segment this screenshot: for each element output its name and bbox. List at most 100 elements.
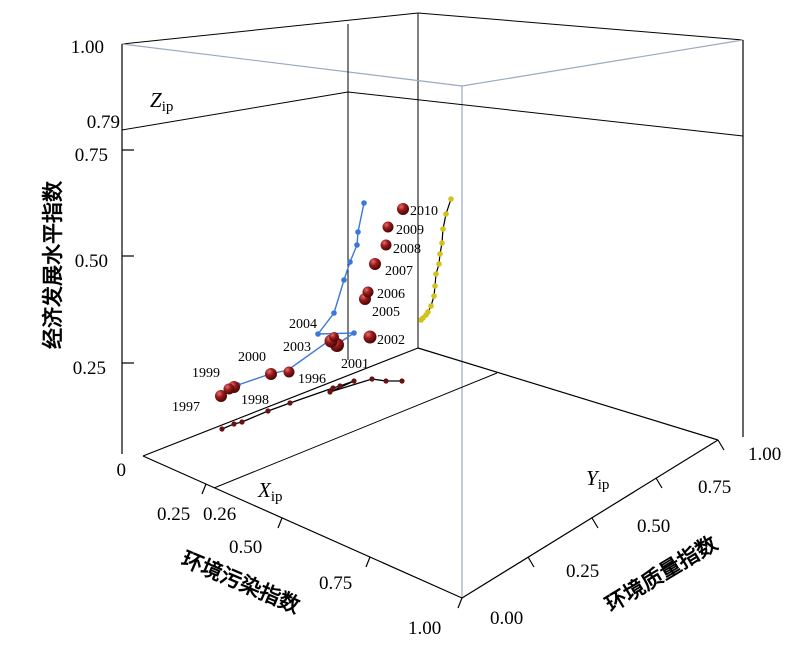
series-main-points bbox=[215, 203, 409, 402]
data-point bbox=[347, 259, 353, 265]
box-edge-top-back-right bbox=[417, 12, 744, 41]
year-label: 2006 bbox=[377, 287, 405, 302]
year-labels: 1996 1997 1998 1999 2000 2001 2002 2003 … bbox=[172, 204, 438, 415]
z-variable-label: Zip bbox=[150, 88, 173, 115]
year-label: 1999 bbox=[192, 366, 220, 381]
y-tick-label: 0.00 bbox=[490, 608, 523, 629]
x-variable-label: Xip bbox=[257, 478, 283, 505]
box-edge-top-front-right bbox=[461, 39, 744, 87]
data-point-2009 bbox=[382, 221, 394, 233]
data-point bbox=[439, 240, 445, 246]
floor-back-left-edge bbox=[142, 347, 419, 457]
y-variable-label: Yip bbox=[586, 466, 609, 493]
data-point-1997 bbox=[215, 390, 227, 402]
data-point bbox=[399, 378, 405, 384]
y-variable-name: Y bbox=[586, 466, 600, 490]
z-variable-name: Z bbox=[150, 88, 162, 112]
y-tick-mark bbox=[655, 477, 663, 489]
year-label: 1998 bbox=[241, 393, 269, 408]
year-label: 2008 bbox=[393, 242, 421, 257]
x-tick-mark bbox=[201, 483, 207, 495]
z-axis-title: 经济发展水平指数 bbox=[41, 180, 65, 349]
data-point bbox=[361, 200, 367, 206]
x-tick-mark bbox=[277, 517, 283, 529]
data-point bbox=[433, 271, 439, 277]
y-variable-subscript: ip bbox=[598, 477, 610, 493]
year-label: 2010 bbox=[410, 204, 438, 219]
data-point bbox=[354, 242, 360, 248]
data-point-2010 bbox=[397, 203, 409, 215]
y-tick-labels: 0.00 0.25 0.50 0.75 1.00 bbox=[490, 444, 781, 629]
z-marker-line-left bbox=[121, 91, 349, 131]
data-point bbox=[287, 400, 293, 406]
data-point bbox=[351, 330, 357, 336]
data-point bbox=[383, 378, 389, 384]
x-tick-mark bbox=[457, 597, 463, 609]
y-tick-label: 0.25 bbox=[566, 561, 599, 582]
box-edge-top-front-left bbox=[121, 43, 463, 87]
year-label: 2000 bbox=[238, 350, 266, 365]
data-point-2004 bbox=[329, 332, 339, 342]
year-label: 2004 bbox=[289, 317, 317, 332]
x-axis-line bbox=[142, 455, 463, 599]
box-near-edges bbox=[121, 39, 744, 598]
box-axes bbox=[121, 40, 744, 599]
year-label: 2003 bbox=[283, 340, 311, 355]
data-point bbox=[437, 251, 443, 257]
data-point-2000 bbox=[265, 368, 277, 380]
data-point bbox=[369, 376, 375, 382]
y-tick-label: 0.50 bbox=[637, 516, 670, 537]
x-variable-name: X bbox=[257, 478, 272, 502]
data-point bbox=[331, 310, 337, 316]
data-point bbox=[436, 261, 442, 267]
floor-back-right-edge bbox=[417, 347, 719, 441]
data-point bbox=[327, 389, 333, 395]
x-tick-label: 0.50 bbox=[229, 537, 262, 558]
year-label: 2009 bbox=[396, 223, 424, 238]
z-marker-lines bbox=[121, 24, 744, 360]
tick-marks bbox=[122, 149, 725, 609]
y-tick-label: 0.75 bbox=[698, 477, 731, 498]
data-point-2008 bbox=[380, 239, 392, 251]
z-variable-subscript: ip bbox=[162, 99, 174, 115]
z-tick-label: 0.79 bbox=[87, 112, 120, 133]
data-point bbox=[355, 229, 361, 235]
y-tick-mark bbox=[591, 517, 599, 529]
z-tick-label: 0.50 bbox=[75, 251, 108, 272]
y-axis-line bbox=[461, 439, 719, 599]
x-tick-label: 0.75 bbox=[319, 573, 352, 594]
z-tick-label: 1.00 bbox=[71, 37, 104, 58]
z-tick-label: 0.75 bbox=[75, 145, 108, 166]
z-tick-labels: 1.00 0.79 0.75 0.50 0.25 0 bbox=[71, 37, 126, 481]
data-point bbox=[265, 408, 271, 414]
box-edge-top-back-left bbox=[121, 12, 419, 45]
year-label: 1996 bbox=[298, 372, 326, 387]
data-point bbox=[219, 426, 225, 432]
year-label: 2007 bbox=[385, 264, 413, 279]
x-tick-label: 0.25 bbox=[157, 504, 190, 525]
x-tick-label: 0.26 bbox=[203, 504, 236, 525]
data-point-2002 bbox=[363, 330, 377, 344]
x-tick-labels: 0.25 0.26 0.50 0.75 1.00 bbox=[157, 504, 441, 639]
data-point bbox=[239, 419, 245, 425]
x-tick-mark bbox=[365, 556, 371, 568]
y-tick-mark bbox=[527, 556, 535, 568]
data-point-2007 bbox=[369, 258, 381, 270]
data-point bbox=[428, 303, 434, 309]
year-label: 2001 bbox=[341, 357, 369, 372]
year-label: 1997 bbox=[172, 400, 200, 415]
y-tick-mark bbox=[717, 439, 725, 451]
x-marker-line bbox=[213, 372, 498, 489]
data-point bbox=[231, 421, 237, 427]
data-point bbox=[337, 383, 343, 389]
year-label: 2005 bbox=[372, 305, 400, 320]
series-projection-xy-points bbox=[219, 376, 405, 432]
data-point bbox=[351, 378, 357, 384]
z-tick-label: 0.25 bbox=[73, 358, 106, 379]
data-point bbox=[448, 196, 454, 202]
box-back-edges bbox=[121, 12, 744, 348]
data-point bbox=[440, 226, 446, 232]
data-point-1996 bbox=[283, 366, 295, 378]
series-projection-yz-points bbox=[418, 196, 454, 323]
x-variable-subscript: ip bbox=[271, 489, 283, 505]
